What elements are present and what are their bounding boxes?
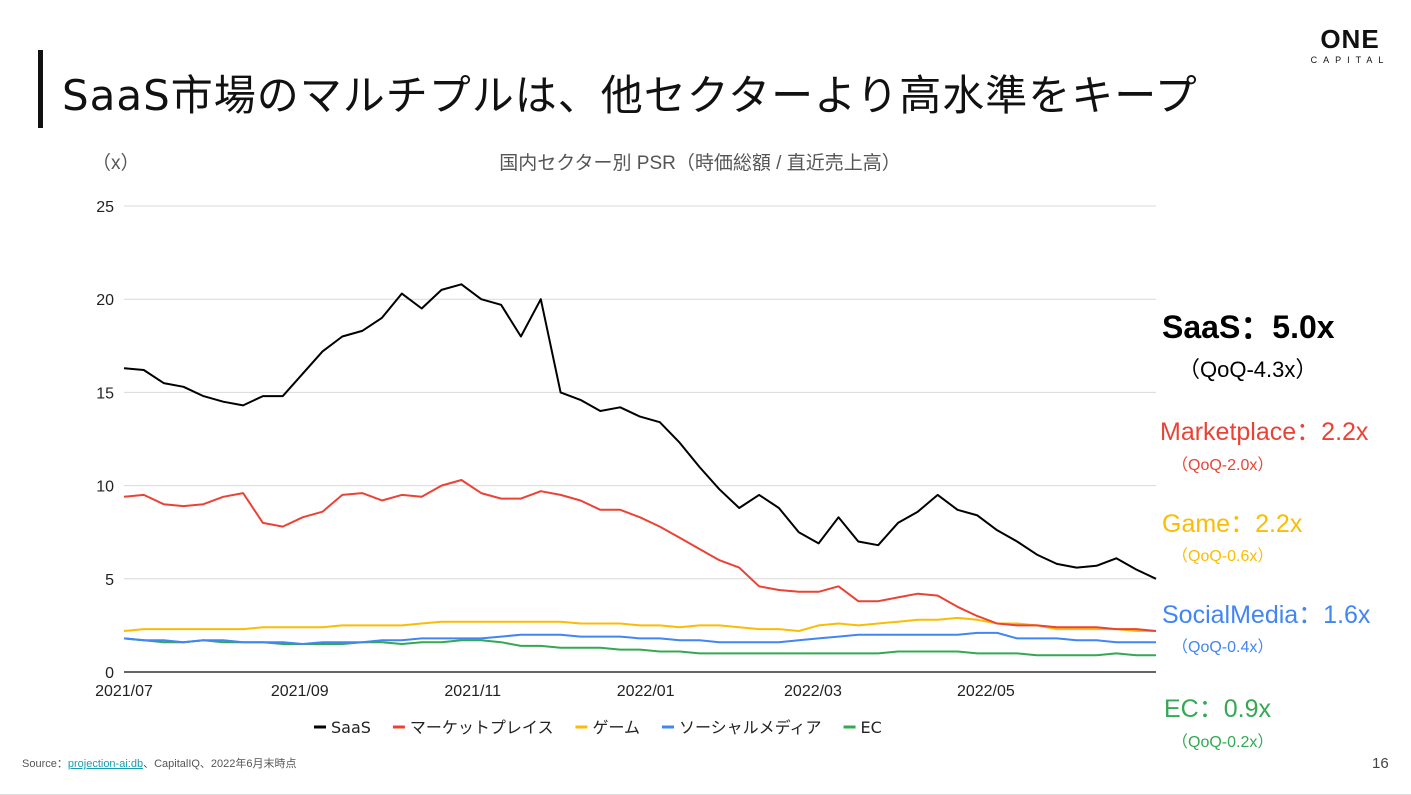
logo: ONE CAPITAL <box>1300 24 1400 65</box>
y-tick-label: 5 <box>105 572 114 589</box>
x-tick-label: 2021/11 <box>444 683 501 700</box>
chart-title: 国内セクター別 PSR（時価総額 / 直近売上高） <box>499 153 901 174</box>
x-tick-label: 2022/03 <box>784 683 842 700</box>
x-tick-label: 2021/07 <box>95 683 153 700</box>
annotation-qoq: （QoQ-2.0x） <box>1172 457 1274 474</box>
legend-label: EC <box>861 718 882 737</box>
title-accent-bar <box>38 50 43 128</box>
series-line-ソーシャルメディア <box>123 631 1156 645</box>
source-rest: 、CapitalIQ、2022年6月末時点 <box>143 758 297 770</box>
source-label: Source： <box>22 758 68 770</box>
series-line-ゲーム <box>123 616 1156 632</box>
annotation-value: Marketplace：2.2x <box>1160 418 1369 446</box>
annotation-value: EC：0.9x <box>1164 695 1271 723</box>
logo-sub: CAPITAL <box>1310 55 1390 65</box>
page-title: SaaS市場のマルチプルは、他セクターより高水準をキープ <box>62 71 1198 120</box>
y-tick-label: 0 <box>105 665 114 682</box>
y-tick-label: 25 <box>96 199 114 216</box>
y-axis-unit: （x） <box>92 153 140 174</box>
annotation-qoq: （QoQ-0.4x） <box>1172 639 1274 656</box>
annotation-value: SaaS：5.0x <box>1162 309 1335 345</box>
legend-label: ソーシャルメディア <box>679 718 822 737</box>
source-note: Source：projection-ai:db、CapitalIQ、2022年6… <box>22 755 297 771</box>
x-tick-label: 2022/05 <box>957 683 1015 700</box>
x-tick-label: 2021/09 <box>271 683 329 700</box>
legend-label: ゲーム <box>592 718 640 737</box>
y-tick-label: 10 <box>96 479 114 496</box>
y-tick-label: 20 <box>96 292 114 309</box>
annotation-value: SocialMedia：1.6x <box>1162 601 1371 629</box>
series-line-EC <box>123 637 1156 657</box>
logo-main: ONE <box>1320 24 1380 54</box>
annotation-value: Game：2.2x <box>1162 510 1303 538</box>
x-tick-label: 2022/01 <box>617 683 675 700</box>
y-tick-label: 15 <box>96 385 114 402</box>
series-line-マーケットプレイス <box>123 479 1157 632</box>
annotation-qoq: （QoQ-0.2x） <box>1172 734 1274 751</box>
series-line-SaaS <box>123 283 1157 580</box>
legend-label: SaaS <box>331 718 371 737</box>
annotation-qoq: （QoQ-0.6x） <box>1172 548 1274 565</box>
source-link[interactable]: projection-ai:db <box>67 758 144 770</box>
legend-label: マーケットプレイス <box>410 718 554 737</box>
annotation-qoq: （QoQ-4.3x） <box>1178 357 1318 382</box>
page-number: 16 <box>1372 755 1389 772</box>
